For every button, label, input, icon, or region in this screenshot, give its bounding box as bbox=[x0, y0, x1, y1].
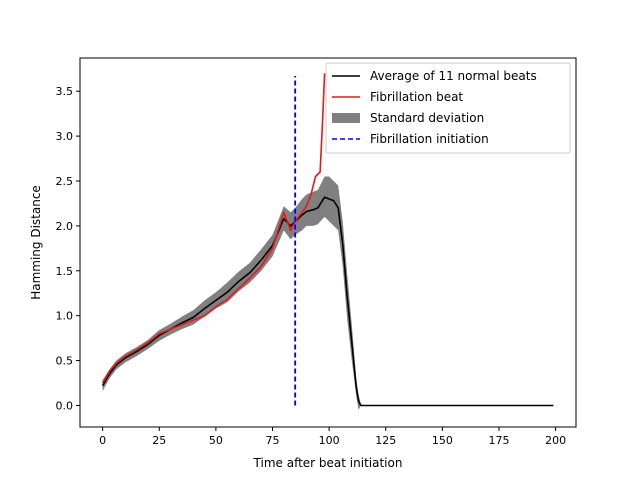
x-axis-label: Time after beat initiation bbox=[253, 456, 403, 470]
legend-label-standard-deviation: Standard deviation bbox=[370, 111, 484, 125]
y-tick-label: 2.5 bbox=[56, 175, 74, 188]
y-tick-label: 3.5 bbox=[56, 85, 74, 98]
y-tick-label: 0.5 bbox=[56, 355, 74, 368]
legend-box bbox=[325, 62, 571, 154]
fibrillation-beat-line bbox=[101, 73, 326, 384]
x-tick-label: 100 bbox=[319, 434, 340, 447]
y-tick-label: 1.0 bbox=[56, 310, 74, 323]
y-tick-label: 0.0 bbox=[56, 399, 74, 412]
x-tick-label: 150 bbox=[432, 434, 453, 447]
axes-frame bbox=[79, 57, 577, 428]
legend-label-average: Average of 11 normal beats bbox=[370, 69, 537, 83]
x-tick-label: 175 bbox=[488, 434, 509, 447]
x-tick-label: 75 bbox=[266, 434, 280, 447]
x-tick-label: 0 bbox=[99, 434, 106, 447]
y-tick-label: 3.0 bbox=[56, 130, 74, 143]
y-tick-label: 2.0 bbox=[56, 220, 74, 233]
x-tick-label: 50 bbox=[209, 434, 223, 447]
standard-deviation-band bbox=[102, 176, 554, 410]
x-tick-label: 200 bbox=[545, 434, 566, 447]
x-tick-label: 25 bbox=[152, 434, 166, 447]
legend: Average of 11 normal beats Fibrillation … bbox=[325, 62, 571, 154]
x-tick-label: 125 bbox=[375, 434, 396, 447]
legend-label-fibrillation-beat: Fibrillation beat bbox=[370, 90, 463, 104]
y-axis-label: Hamming Distance bbox=[29, 185, 43, 300]
legend-swatch-standard-deviation bbox=[332, 113, 360, 123]
legend-label-fibrillation-initiation: Fibrillation initiation bbox=[370, 132, 489, 146]
average-normal-beats-line bbox=[101, 196, 554, 407]
y-tick-label: 1.5 bbox=[56, 265, 74, 278]
